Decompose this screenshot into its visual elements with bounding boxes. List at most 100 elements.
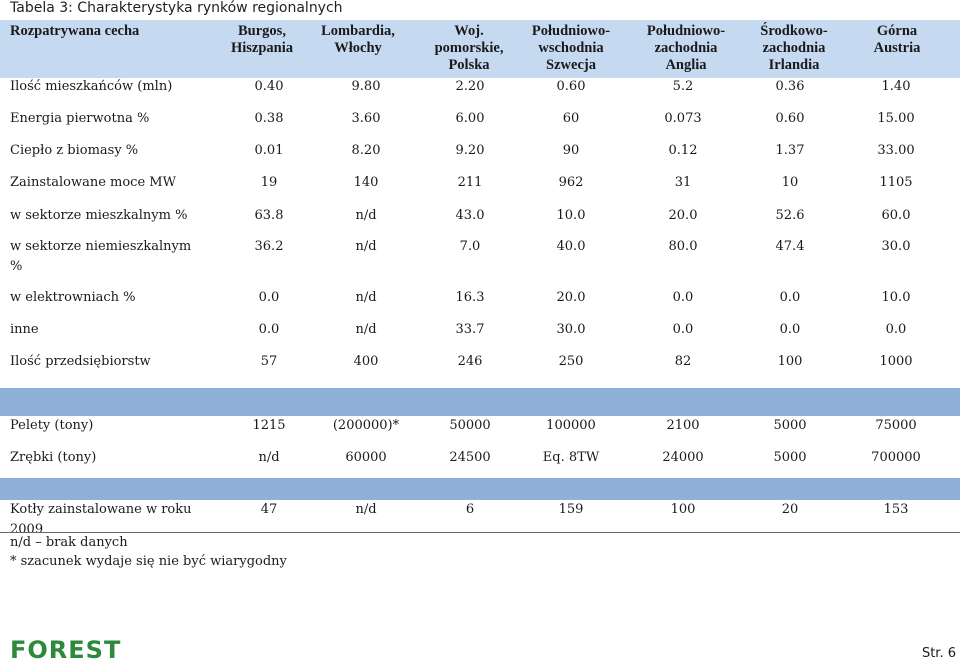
- row-label-text: w sektorze mieszkalnym %: [10, 208, 188, 223]
- table-cell: n/d: [355, 239, 377, 254]
- row-label-text: %: [10, 259, 23, 274]
- table-cell: 19: [260, 175, 278, 190]
- row-label: Ilość mieszkańców (mln): [10, 78, 172, 95]
- row-label: inne: [10, 321, 39, 338]
- table-cell: 10: [781, 175, 799, 190]
- table-cell: 33.7: [455, 322, 485, 337]
- table-cell: 0.38: [254, 111, 284, 126]
- table-cell: 962: [558, 175, 584, 190]
- table-cell: (200000)*: [332, 418, 400, 433]
- header-region-line: Górna: [876, 23, 918, 39]
- row-label: Ciepło z biomasy %: [10, 142, 138, 159]
- header-region: Woj. pomorskie, Polska: [409, 23, 529, 74]
- header-region-line: Burgos,: [238, 23, 286, 39]
- header-region: Górna Austria: [837, 23, 957, 57]
- table-cell: 9.80: [351, 79, 381, 94]
- table-cell: 0.01: [254, 143, 284, 158]
- row-label-text: Ilość mieszkańców (mln): [10, 79, 173, 94]
- table-cell: n/d: [258, 450, 280, 465]
- footnote: n/d – brak danych: [10, 535, 128, 550]
- row-label: Energia pierwotna %: [10, 110, 149, 127]
- table-cell: 1215: [252, 418, 286, 433]
- row-label: w sektorze mieszkalnym %: [10, 207, 187, 224]
- table-cell: 0.0: [779, 290, 801, 305]
- table-cell: 0.12: [668, 143, 698, 158]
- table-cell: 700000: [871, 450, 921, 465]
- table-cell: 250: [558, 354, 584, 369]
- table-cell: 2100: [666, 418, 700, 433]
- table-cell: 1000: [879, 354, 913, 369]
- table-cell: 100: [777, 354, 803, 369]
- table-cell: 5000: [773, 450, 807, 465]
- header-region: Burgos, Hiszpania: [202, 23, 322, 57]
- table-cell: 9.20: [455, 143, 485, 158]
- table-cell: 100: [670, 502, 696, 517]
- header-region-line: Anglia: [665, 57, 707, 73]
- header-region-line: Włochy: [334, 40, 382, 56]
- header-region-line: Austria: [873, 40, 921, 56]
- header-region: Południowo-zachodnia Anglia: [626, 23, 746, 74]
- table-cell: 30.0: [556, 322, 586, 337]
- header-region-line: Południowo-: [531, 23, 611, 39]
- table-cell: 0.0: [672, 322, 694, 337]
- table-cell: n/d: [355, 208, 377, 223]
- table-cell: 1.40: [881, 79, 911, 94]
- table-cell: 8.20: [351, 143, 381, 158]
- table-cell: 1105: [879, 175, 913, 190]
- header-region: Lombardia, Włochy: [298, 23, 418, 57]
- table-cell: 0.0: [885, 322, 907, 337]
- table-cell: n/d: [355, 322, 377, 337]
- table-cell: 75000: [875, 418, 917, 433]
- table-cell: 50000: [449, 418, 491, 433]
- table-cell: 60.0: [881, 208, 911, 223]
- table-cell: 153: [883, 502, 909, 517]
- header-region-line: Polska: [448, 57, 490, 73]
- table-cell: 211: [457, 175, 483, 190]
- table-cell: 43.0: [455, 208, 485, 223]
- table-cell: 16.3: [455, 290, 485, 305]
- table-header: Rozpatrywana cecha Burgos, Hiszpania Lomba…: [0, 20, 960, 78]
- footnotes: n/d – brak danych * szacunek wydaje się …: [10, 533, 287, 571]
- row-label-text: Zainstalowane moce MW: [10, 175, 176, 190]
- row-label-text: w elektrowniach %: [10, 290, 136, 305]
- row-label-text: Pelety (tony): [10, 418, 94, 433]
- header-region-line: Szwecja: [546, 57, 596, 73]
- row-label: Zainstalowane moce MW: [10, 174, 176, 191]
- table-cell: 33.00: [877, 143, 915, 158]
- table-cell: Eq. 8TW: [542, 450, 600, 465]
- row-label-text: w sektorze niemieszkalnym: [10, 239, 192, 254]
- header-region-line: Lombardia,: [321, 23, 395, 39]
- table-title: Tabela 3: Charakterystyka rynków regiona…: [10, 0, 343, 16]
- table-cell: 3.60: [351, 111, 381, 126]
- table-cell: 80.0: [668, 239, 698, 254]
- header-region: Południowo-wschodnia Szwecja: [511, 23, 631, 74]
- table-cell: 10.0: [556, 208, 586, 223]
- table-cell: 40.0: [556, 239, 586, 254]
- table-cell: 5000: [773, 418, 807, 433]
- table-cell: 0.0: [779, 322, 801, 337]
- table-cell: 0.0: [258, 290, 280, 305]
- section-band: [0, 478, 960, 500]
- table-cell: 0.60: [775, 111, 805, 126]
- section-band: [0, 388, 960, 416]
- table-cell: 100000: [546, 418, 596, 433]
- table-cell: 1.37: [775, 143, 805, 158]
- table-cell: 10.0: [881, 290, 911, 305]
- header-region-line: Środkowo-: [760, 23, 828, 39]
- table-cell: 0.60: [556, 79, 586, 94]
- table-cell: n/d: [355, 502, 377, 517]
- table-cell: 47: [260, 502, 278, 517]
- row-label-text: Ciepło z biomasy %: [10, 143, 139, 158]
- table-cell: 82: [674, 354, 692, 369]
- header-feature: Rozpatrywana cecha: [10, 23, 140, 39]
- table-cell: 7.0: [459, 239, 481, 254]
- row-label-text: Kotły zainstalowane w roku: [10, 502, 192, 517]
- page-number: Str. 6: [921, 646, 956, 661]
- header-region: Środkowo-zachodnia Irlandia: [734, 23, 854, 74]
- row-label: Zrębki (tony): [10, 449, 96, 466]
- row-label: w elektrowniach %: [10, 289, 136, 306]
- row-label: Ilość przedsiębiorstw: [10, 353, 151, 370]
- table-cell: 6: [465, 502, 475, 517]
- table-cell: 140: [353, 175, 379, 190]
- table-cell: 159: [558, 502, 584, 517]
